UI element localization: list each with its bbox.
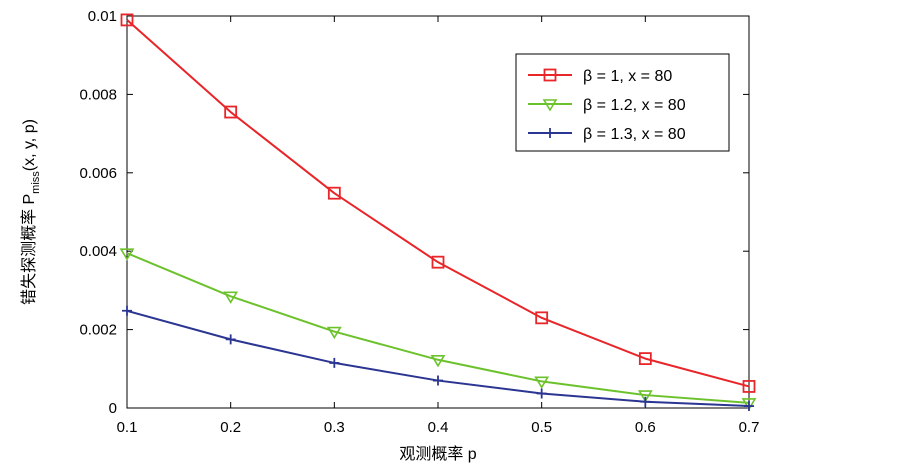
x-tick-label: 0.4 xyxy=(428,419,449,436)
y-tick-label: 0.004 xyxy=(79,243,117,260)
x-tick-label: 0.7 xyxy=(739,419,760,436)
data-point-plus xyxy=(225,334,236,345)
axis-ticks: 0.1 0.2 0.3 0.4 0.5 0.6 0.7 0 0.002 0.004 0.006 0.0… xyxy=(79,8,759,436)
data-point-plus xyxy=(433,375,443,386)
data-point-triangle xyxy=(430,354,446,368)
x-axis-title: 观测概率 p xyxy=(399,445,476,463)
data-point-triangle xyxy=(119,248,135,261)
series-line xyxy=(126,252,750,404)
legend-label: β = 1, x = 80 xyxy=(583,68,672,85)
y-axis-title-main: 错失探测概率 P xyxy=(20,194,38,305)
legend: β = 1, x = 80 β = 1.2, x = 80 β = 1.3, x =… xyxy=(515,53,730,152)
y-axis-title-tail: (x, y, p) xyxy=(21,119,38,171)
series-2 xyxy=(119,248,757,411)
data-point-triangle xyxy=(637,390,653,403)
data-point-plus xyxy=(122,305,132,316)
legend-items: β = 1, x = 80 β = 1.2, x = 80 β = 1.3, x =… xyxy=(528,68,686,143)
y-tick-label: 0.002 xyxy=(79,322,117,339)
legend-label: β = 1.3, x = 80 xyxy=(583,126,686,143)
series-1 xyxy=(120,13,756,393)
legend-label: β = 1.2, x = 80 xyxy=(583,97,686,114)
x-tick-label: 0.5 xyxy=(531,419,552,436)
data-point-plus xyxy=(744,401,754,412)
x-tick-label: 0.2 xyxy=(220,419,241,436)
y-tick-label: 0.01 xyxy=(88,8,117,25)
x-tick-label: 0.1 xyxy=(117,419,138,436)
data-point-square xyxy=(535,311,549,325)
y-tick-label: 0.008 xyxy=(79,86,117,103)
data-point-triangle xyxy=(741,398,757,411)
y-tick-label: 0.006 xyxy=(79,165,117,182)
data-point-square xyxy=(120,13,134,27)
data-point-square xyxy=(224,105,238,119)
y-axis-title: 错失探测概率 Pmiss(x, y, p) xyxy=(20,119,42,305)
data-point-square xyxy=(742,380,756,393)
y-axis-title-subscript: miss xyxy=(30,171,42,194)
data-point-square xyxy=(431,255,445,269)
data-point-square xyxy=(327,186,341,200)
data-point-plus xyxy=(536,388,547,399)
data-point-triangle xyxy=(223,291,239,304)
data-point-square xyxy=(638,352,652,366)
legend-entry-1: β = 1, x = 80 xyxy=(528,68,672,85)
series-layer xyxy=(119,13,757,412)
x-tick-label: 0.3 xyxy=(324,419,345,436)
data-point-triangle xyxy=(534,376,550,389)
data-point-triangle xyxy=(542,99,558,112)
data-point-triangle xyxy=(326,326,342,340)
data-point-plus xyxy=(545,128,555,138)
y-tick-label: 0 xyxy=(109,400,117,417)
series-3 xyxy=(122,305,754,412)
data-point-square xyxy=(543,68,557,82)
series-line xyxy=(126,19,750,388)
legend-entry-3: β = 1.3, x = 80 xyxy=(528,126,686,143)
legend-entry-2: β = 1.2, x = 80 xyxy=(528,97,686,114)
data-point-plus xyxy=(640,396,651,407)
x-tick-label: 0.6 xyxy=(635,419,656,436)
data-point-plus xyxy=(329,357,340,368)
